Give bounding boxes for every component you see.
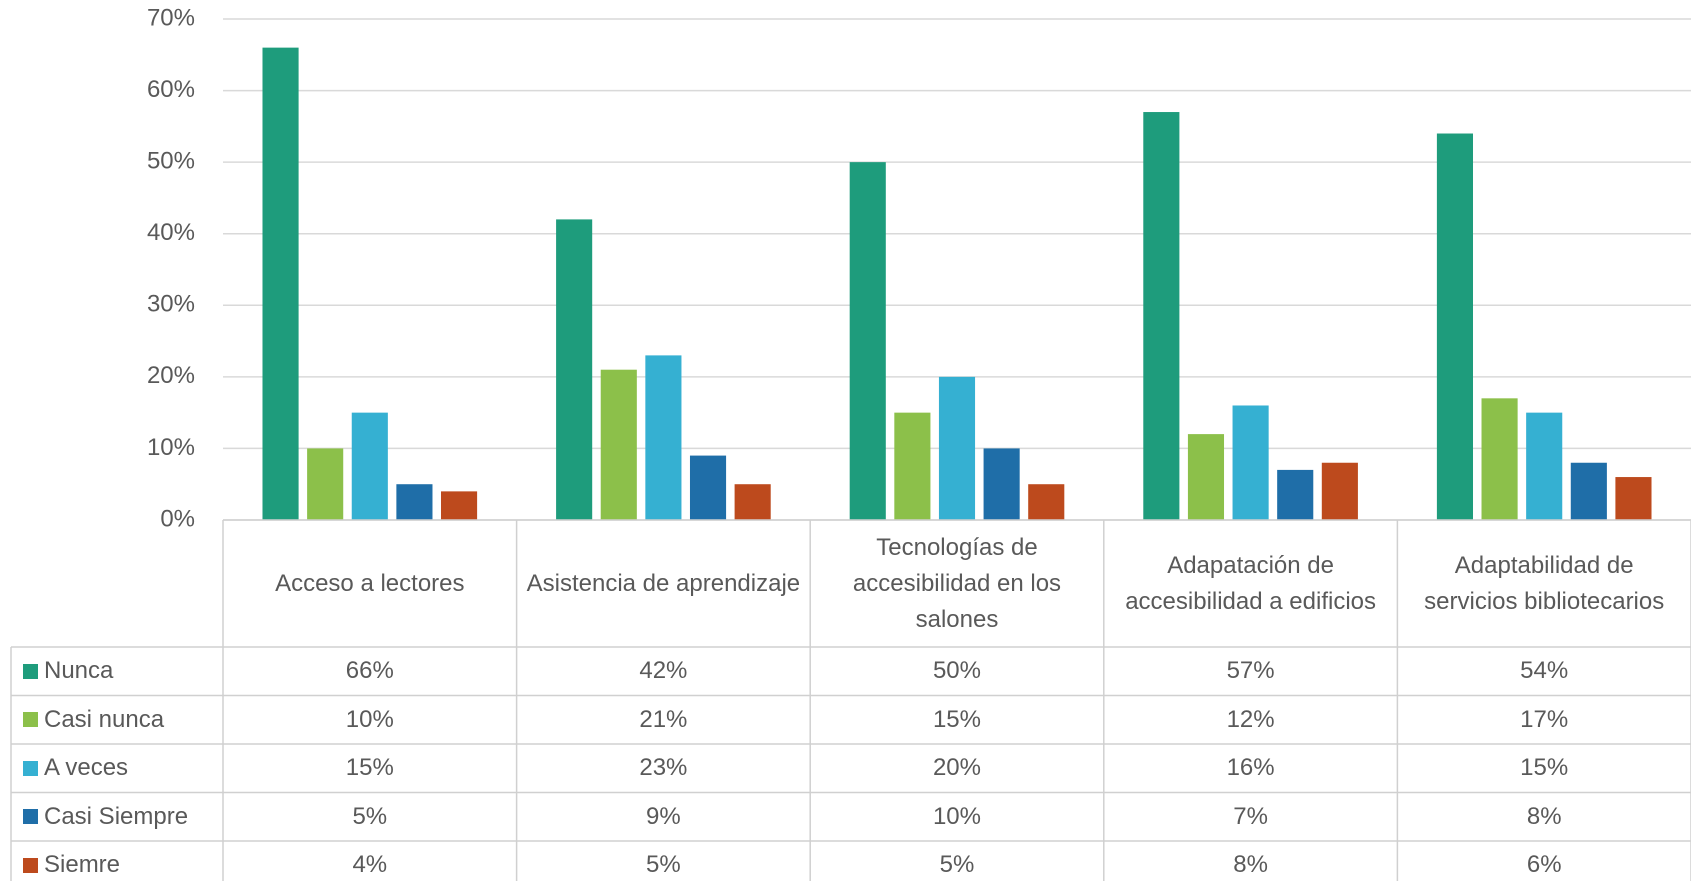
bar xyxy=(1571,463,1607,520)
bar xyxy=(645,355,681,520)
value-label: 23% xyxy=(517,744,811,793)
category-label: Adapatación de accesibilidad a edificios xyxy=(1104,520,1398,647)
value-label: 5% xyxy=(517,841,811,881)
y-tick-label: 60% xyxy=(147,76,195,103)
legend-swatch xyxy=(23,858,38,873)
legend-label: Casi nunca xyxy=(44,702,164,738)
legend-entry: Siemre xyxy=(11,841,223,881)
legend-entry: A veces xyxy=(11,744,223,793)
value-label: 7% xyxy=(1104,793,1398,842)
legend-label: A veces xyxy=(44,750,128,786)
y-tick-label: 0% xyxy=(160,505,195,532)
y-tick-label: 20% xyxy=(147,362,195,389)
value-label: 10% xyxy=(223,696,517,745)
y-tick-label: 10% xyxy=(147,434,195,461)
bar xyxy=(352,413,388,520)
bar xyxy=(1482,398,1518,520)
bar xyxy=(690,456,726,520)
bar xyxy=(441,491,477,520)
value-label: 66% xyxy=(223,647,517,696)
value-label: 15% xyxy=(1397,744,1691,793)
legend-label: Casi Siempre xyxy=(44,799,188,835)
value-label: 15% xyxy=(223,744,517,793)
category-label: Adaptabilidad de servicios bibliotecario… xyxy=(1397,520,1691,647)
value-label: 8% xyxy=(1104,841,1398,881)
bar xyxy=(1437,134,1473,520)
bar xyxy=(1233,405,1269,520)
legend-entry: Nunca xyxy=(11,647,223,696)
y-tick-label: 50% xyxy=(147,147,195,174)
chart: 0%10%20%30%40%50%60%70% Acceso a lectore… xyxy=(0,0,1691,881)
value-label: 16% xyxy=(1104,744,1398,793)
legend-swatch xyxy=(23,809,38,824)
y-tick-label: 30% xyxy=(147,291,195,318)
bar xyxy=(735,484,771,520)
value-label: 10% xyxy=(810,793,1104,842)
bar xyxy=(1188,434,1224,520)
value-label: 5% xyxy=(223,793,517,842)
value-label: 20% xyxy=(810,744,1104,793)
value-label: 54% xyxy=(1397,647,1691,696)
value-label: 6% xyxy=(1397,841,1691,881)
bar xyxy=(307,448,343,520)
value-label: 42% xyxy=(517,647,811,696)
value-label: 57% xyxy=(1104,647,1398,696)
bar xyxy=(850,162,886,520)
value-label: 4% xyxy=(223,841,517,881)
bar xyxy=(262,48,298,520)
value-label: 8% xyxy=(1397,793,1691,842)
bar xyxy=(984,448,1020,520)
bar xyxy=(556,219,592,520)
value-label: 17% xyxy=(1397,696,1691,745)
y-tick-label: 70% xyxy=(147,4,195,31)
bar xyxy=(1143,112,1179,520)
bar xyxy=(894,413,930,520)
value-label: 5% xyxy=(810,841,1104,881)
legend-label: Siemre xyxy=(44,847,120,881)
legend-entry: Casi Siempre xyxy=(11,793,223,842)
y-tick-label: 40% xyxy=(147,219,195,246)
bar xyxy=(1028,484,1064,520)
bar xyxy=(939,377,975,520)
legend-entry: Casi nunca xyxy=(11,696,223,745)
value-label: 12% xyxy=(1104,696,1398,745)
bar xyxy=(1322,463,1358,520)
value-label: 9% xyxy=(517,793,811,842)
legend-swatch xyxy=(23,761,38,776)
value-label: 15% xyxy=(810,696,1104,745)
value-label: 50% xyxy=(810,647,1104,696)
bar xyxy=(601,370,637,520)
bar xyxy=(1526,413,1562,520)
legend-swatch xyxy=(23,712,38,727)
legend-swatch xyxy=(23,664,38,679)
category-label: Tecnologías de accesibilidad en los salo… xyxy=(810,520,1104,647)
category-label: Asistencia de aprendizaje xyxy=(517,520,811,647)
bar xyxy=(1277,470,1313,520)
legend-label: Nunca xyxy=(44,653,113,689)
bar xyxy=(396,484,432,520)
bar xyxy=(1615,477,1651,520)
value-label: 21% xyxy=(517,696,811,745)
category-label: Acceso a lectores xyxy=(223,520,517,647)
